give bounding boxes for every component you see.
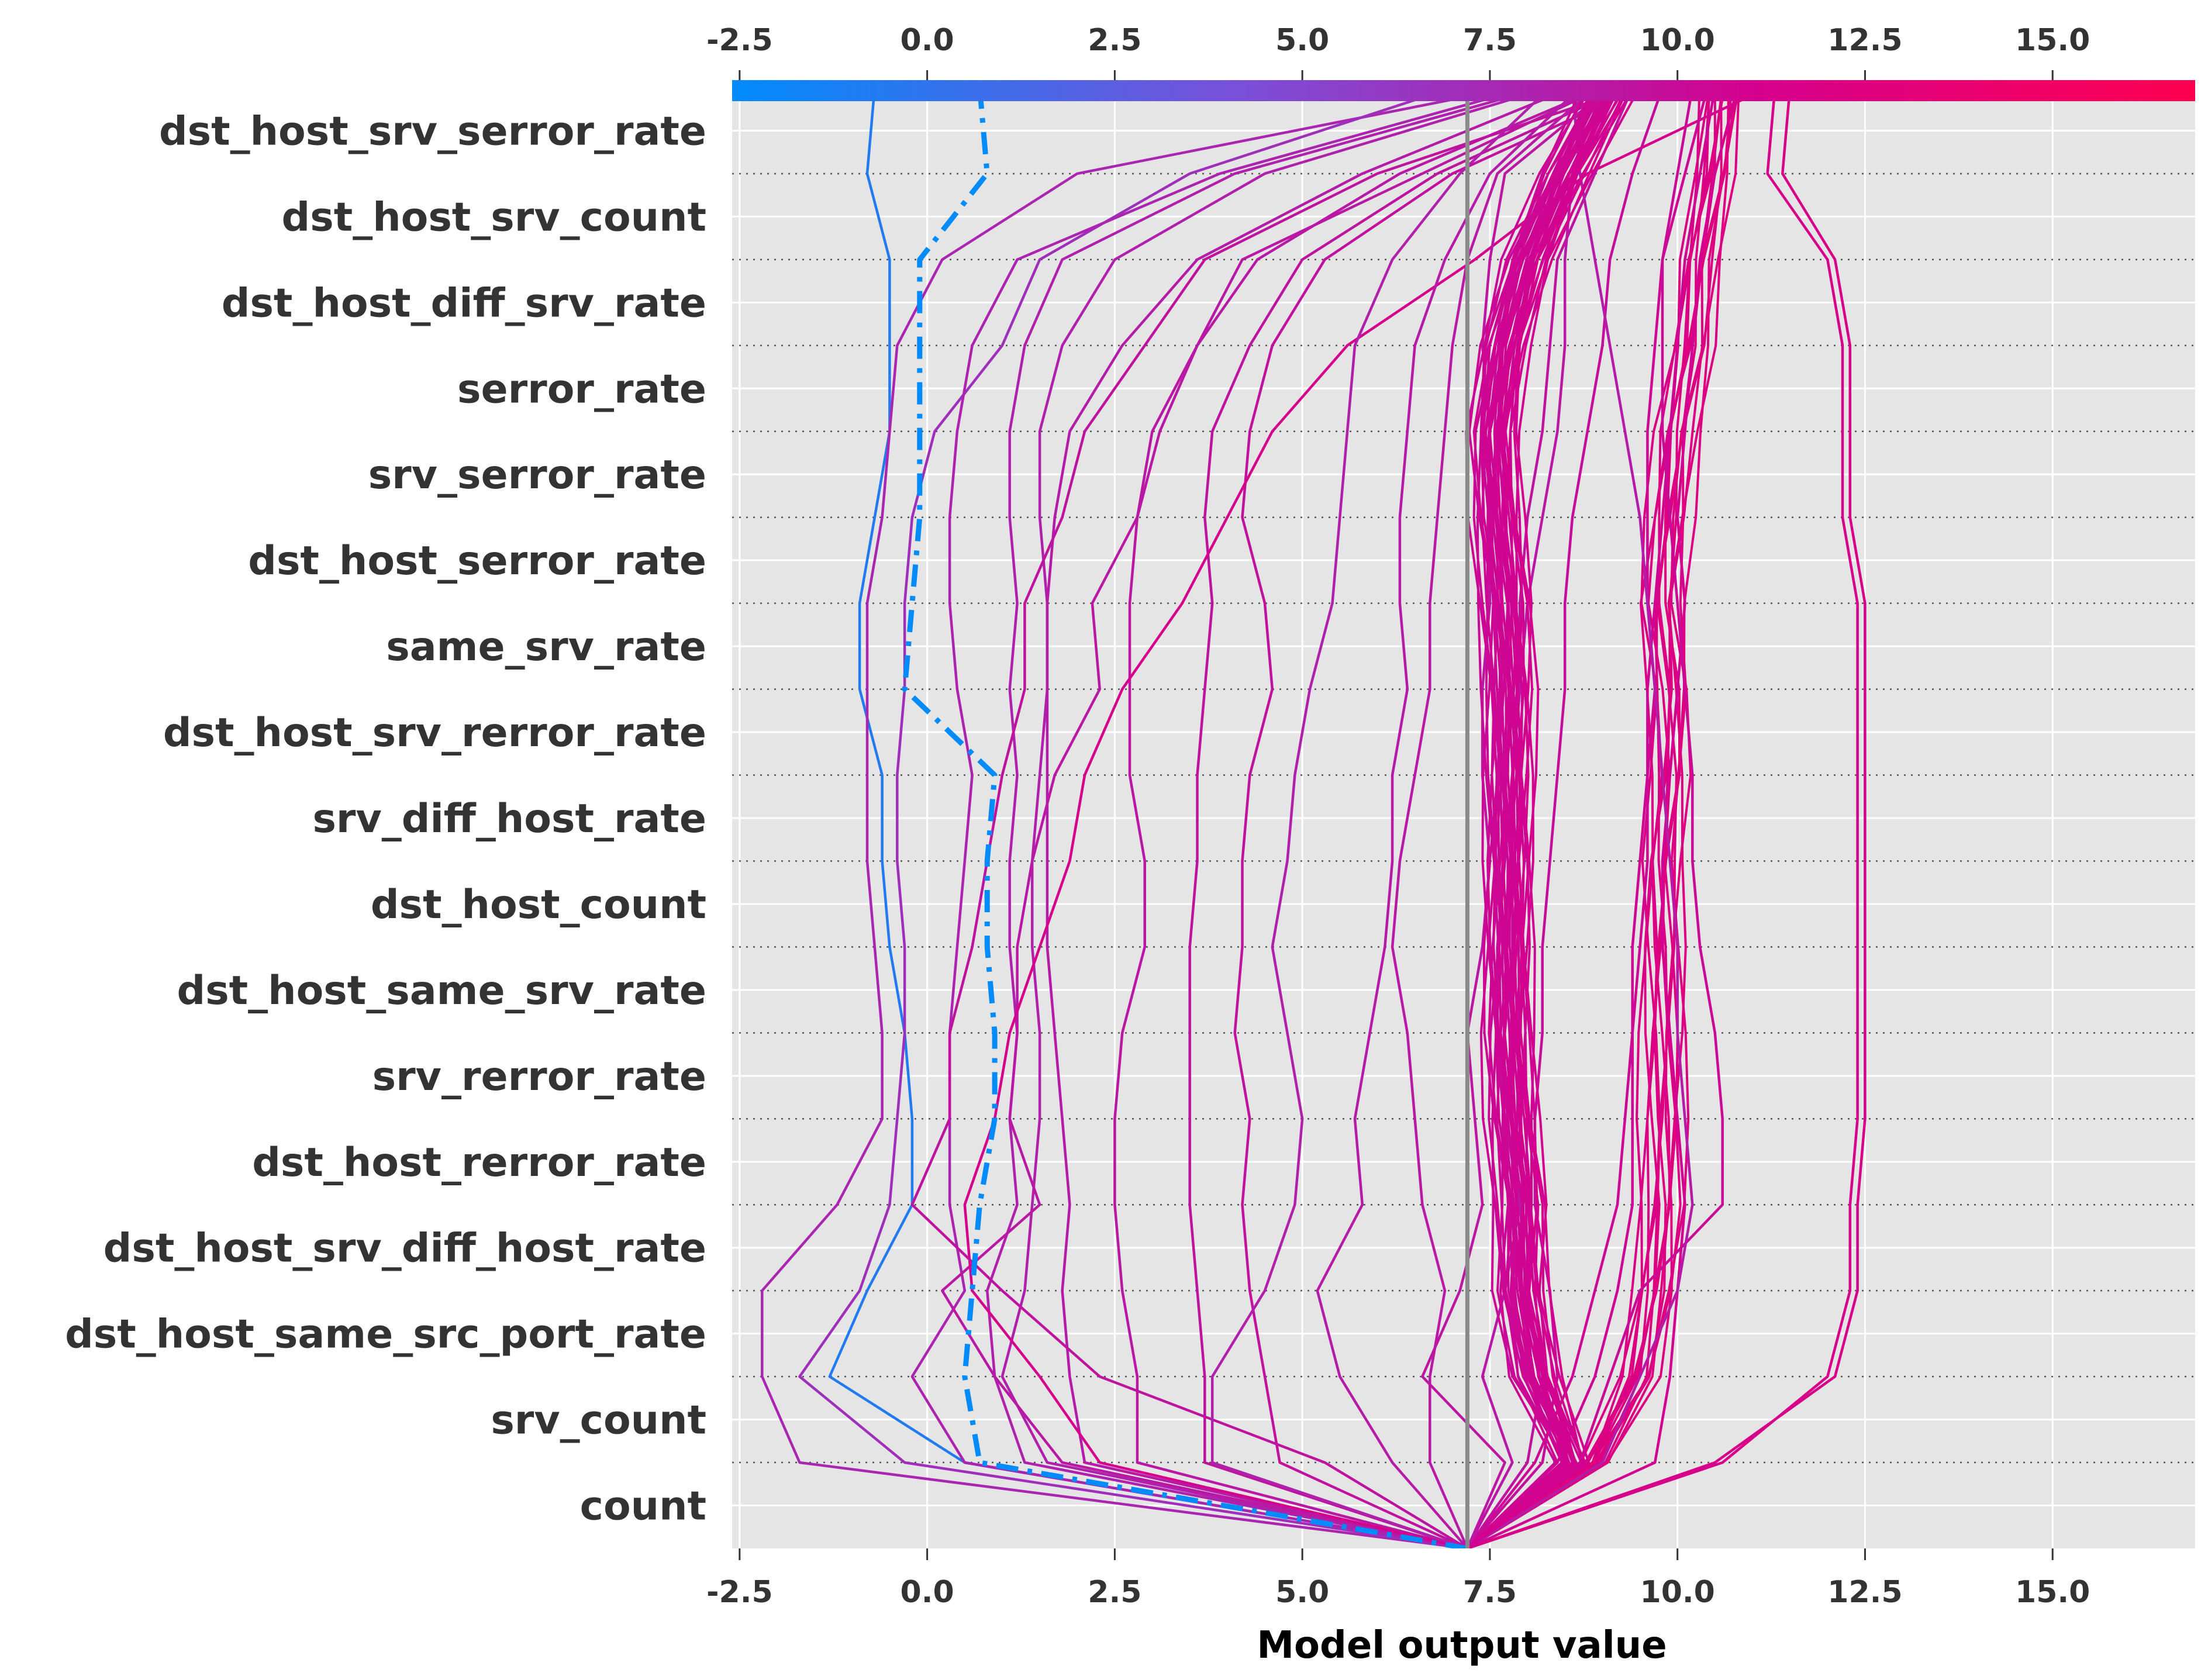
bottom-tick-label-4: 7.5 [1463, 1575, 1517, 1610]
series-line-10 [1233, 88, 1641, 1548]
bottom-tick-label-1: 0.0 [901, 1575, 954, 1610]
top-tick-label-2: 2.5 [1088, 23, 1141, 58]
feature-label-dst-host-same-src-port-rate: dst_host_same_src_port_rate [65, 1312, 706, 1358]
feature-label-dst-host-same-srv-rate: dst_host_same_srv_rate [177, 968, 706, 1014]
top-tick-label-5: 10.0 [1640, 23, 1715, 58]
series-line-23 [1467, 88, 1867, 1548]
feature-label-same-srv-rate: same_srv_rate [386, 624, 706, 670]
series-line-26 [1467, 88, 1694, 1548]
series-line-9 [1188, 88, 1626, 1548]
series-line-12 [963, 88, 1768, 1548]
feature-label-srv-serror-rate: srv_serror_rate [368, 452, 706, 498]
series-line-6 [1001, 88, 1551, 1548]
top-tick-label-7: 15.0 [2015, 23, 2090, 58]
top-tick-label-1: 0.0 [901, 23, 954, 58]
series-line-20 [1466, 88, 1717, 1548]
feature-labels: dst_host_srv_serror_rate dst_host_srv_cou… [65, 109, 706, 1530]
series-line-25 [1467, 88, 1724, 1548]
series-line-3 [798, 88, 1468, 1548]
bundle2-line-13 [1467, 88, 1738, 1548]
bundle2-line-12 [1467, 88, 1730, 1548]
series-line-22 [1467, 88, 1859, 1548]
series-line-24 [1466, 88, 1709, 1548]
bottom-tick-label-3: 5.0 [1275, 1575, 1329, 1610]
feature-label-srv-diff-host-rate: srv_diff_host_rate [312, 796, 706, 842]
feature-label-dst-host-srv-diff-host-rate: dst_host_srv_diff_host_rate [104, 1226, 706, 1272]
series-line-16 [1391, 88, 1596, 1548]
bottom-tick-label-7: 15.0 [2015, 1575, 2090, 1610]
bundle-line-25 [1467, 88, 1635, 1548]
feature-label-count: count [580, 1484, 706, 1530]
bundle2-line-1 [1467, 88, 1701, 1548]
bottom-tick-label-0: -2.5 [706, 1575, 773, 1610]
top-tick-labels: -2.5 0.0 2.5 5.0 7.5 10.0 12.5 15.0 [706, 23, 2090, 80]
highlighted-series-line [902, 88, 1468, 1548]
top-tick-label-6: 12.5 [1827, 23, 1902, 58]
bundle-line-27 [1467, 88, 1620, 1548]
series-line-13 [910, 88, 1633, 1548]
series-line-4 [910, 88, 1528, 1548]
bottom-tick-labels: -2.5 0.0 2.5 5.0 7.5 10.0 12.5 15.0 [706, 1548, 2090, 1610]
top-tick-label-3: 5.0 [1275, 23, 1329, 58]
series-line-11 [941, 88, 1603, 1548]
series-line-15 [1316, 88, 1581, 1548]
bottom-tick-label-5: 10.0 [1640, 1575, 1715, 1610]
feature-label-dst-host-srv-serror-rate: dst_host_srv_serror_rate [159, 109, 706, 155]
bundle-line-29 [1467, 88, 1641, 1548]
feature-label-dst-host-srv-rerror-rate: dst_host_srv_rerror_rate [163, 710, 706, 756]
bottom-tick-label-2: 2.5 [1088, 1575, 1141, 1610]
grid-lines [732, 88, 2195, 1548]
feature-label-dst-host-serror-rate: dst_host_serror_rate [248, 538, 706, 584]
series-line-7 [1046, 88, 1573, 1548]
bundle2-line-7 [1467, 88, 1733, 1548]
top-tick-label-0: -2.5 [706, 23, 773, 58]
feature-label-dst-host-rerror-rate: dst_host_rerror_rate [252, 1140, 706, 1186]
feature-label-dst-host-diff-srv-rate: dst_host_diff_srv_rate [222, 280, 706, 326]
series-lines [761, 88, 1867, 1548]
bundle-line-21 [1467, 88, 1627, 1548]
feature-label-dst-host-srv-count: dst_host_srv_count [282, 194, 706, 240]
x-axis-label: Model output value [1257, 1624, 1667, 1667]
feature-label-dst-host-count: dst_host_count [371, 882, 706, 928]
series-line-17 [1421, 88, 1611, 1548]
feature-label-srv-count: srv_count [491, 1398, 706, 1444]
top-tick-label-4: 7.5 [1463, 23, 1517, 58]
series-line-5 [985, 88, 1543, 1548]
feature-label-serror-rate: serror_rate [457, 366, 706, 412]
series-line-1 [828, 88, 1468, 1548]
bundle-line-20 [1467, 88, 1612, 1548]
feature-label-srv-rerror-rate: srv_rerror_rate [372, 1054, 706, 1100]
series-line-8 [1113, 88, 1603, 1548]
series-line-14 [1210, 88, 1551, 1548]
bottom-tick-label-6: 12.5 [1827, 1575, 1902, 1610]
colorbar [732, 80, 2195, 101]
series-line-2 [761, 88, 1513, 1548]
bundle-line-2 [1467, 88, 1592, 1548]
